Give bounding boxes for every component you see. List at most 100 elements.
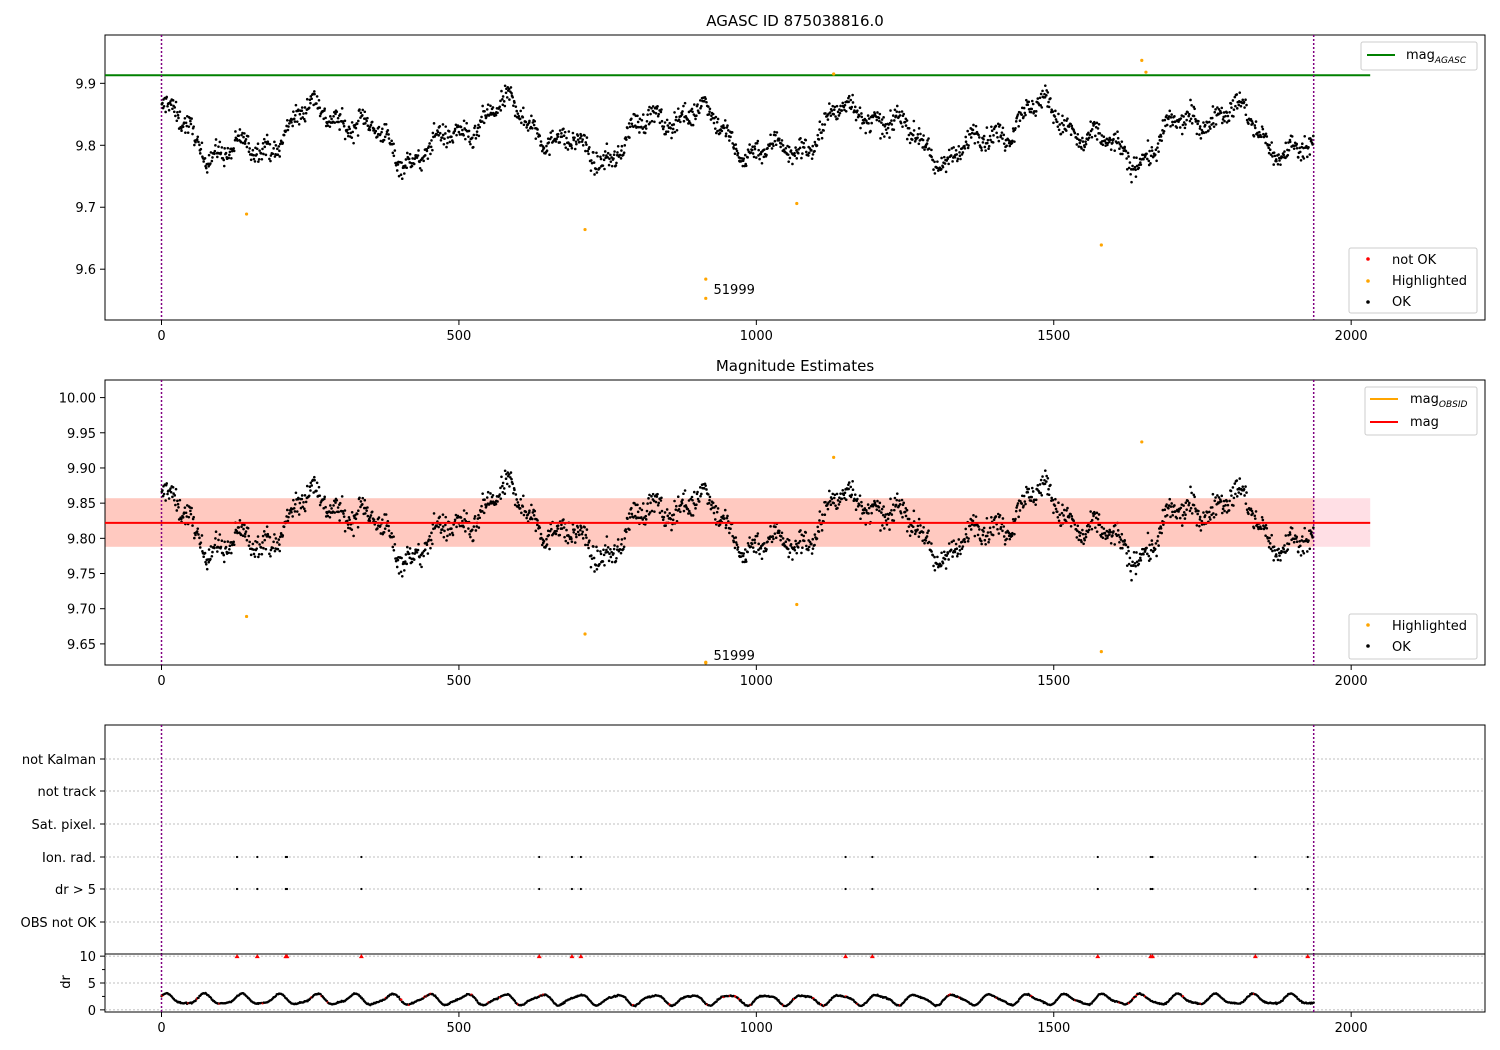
ok-point xyxy=(258,149,261,152)
ok-point xyxy=(400,177,404,180)
ok-point xyxy=(762,542,766,545)
ok-point xyxy=(392,535,395,538)
ok-point xyxy=(1093,122,1096,125)
ok-point xyxy=(390,531,393,535)
ok-point xyxy=(465,121,468,125)
ok-point xyxy=(970,131,974,135)
ok-point xyxy=(834,115,837,118)
ok-point xyxy=(377,125,381,129)
ok-point xyxy=(400,574,404,578)
ok-point xyxy=(1263,134,1267,138)
ok-point xyxy=(651,105,655,108)
ok-point xyxy=(276,541,279,544)
ok-point xyxy=(700,492,703,496)
ok-point xyxy=(649,112,652,116)
ok-point xyxy=(835,104,839,108)
ok-point xyxy=(1134,168,1137,172)
ok-point xyxy=(1224,503,1227,507)
ok-point xyxy=(768,537,771,541)
ok-point xyxy=(817,138,821,141)
ok-point xyxy=(616,545,619,548)
ok-point xyxy=(522,513,526,517)
ok-point xyxy=(656,492,659,496)
ok-point xyxy=(387,524,390,528)
ok-point xyxy=(550,135,553,139)
ok-point xyxy=(509,471,513,474)
ok-point xyxy=(1276,162,1280,166)
highlighted-point xyxy=(795,201,799,206)
ok-point xyxy=(534,137,538,140)
ok-point xyxy=(1025,98,1028,102)
ok-point xyxy=(838,496,841,500)
ok-point xyxy=(1169,116,1173,119)
ok-point xyxy=(558,129,562,132)
ok-point xyxy=(1020,113,1024,116)
ok-point xyxy=(196,527,200,530)
ok-point xyxy=(932,564,935,568)
ok-point xyxy=(1175,516,1179,520)
ok-point xyxy=(361,502,364,506)
ok-point xyxy=(660,108,663,111)
ok-point xyxy=(746,156,749,159)
ok-point xyxy=(596,549,599,553)
ok-point xyxy=(753,145,756,148)
ok-point xyxy=(658,511,662,515)
ok-point xyxy=(654,112,658,115)
dr-point-ok xyxy=(397,995,401,999)
ok-point xyxy=(903,120,907,124)
ok-point xyxy=(576,530,580,534)
ok-point xyxy=(1087,136,1091,140)
ok-point xyxy=(356,134,360,137)
ok-point xyxy=(677,507,681,511)
ok-point xyxy=(680,502,684,505)
ok-point xyxy=(313,478,316,482)
ok-point xyxy=(1043,469,1047,472)
ok-point xyxy=(1137,166,1141,170)
ok-point xyxy=(217,538,220,542)
ok-point xyxy=(1250,119,1254,123)
ok-point xyxy=(501,481,505,485)
ok-point xyxy=(285,508,289,512)
ok-point xyxy=(713,127,717,130)
ok-point xyxy=(671,131,674,134)
ok-point xyxy=(441,123,445,126)
ok-point xyxy=(376,527,379,530)
ok-point xyxy=(854,118,858,122)
ok-point xyxy=(292,110,295,113)
ok-point xyxy=(532,123,536,127)
ok-point xyxy=(441,528,444,531)
ok-point xyxy=(888,528,891,531)
ok-point xyxy=(599,552,603,556)
ok-point xyxy=(435,524,439,528)
ok-point xyxy=(607,163,611,167)
ok-point xyxy=(453,127,457,131)
ok-point xyxy=(662,125,666,128)
ok-point xyxy=(324,116,327,120)
ok-point xyxy=(939,167,943,171)
ok-point xyxy=(1076,137,1079,140)
ok-point xyxy=(818,120,822,123)
ok-point xyxy=(209,151,213,154)
ok-point xyxy=(739,555,743,558)
ok-point xyxy=(1001,137,1004,140)
ok-point xyxy=(1039,491,1042,495)
ok-point xyxy=(278,155,282,158)
ok-point xyxy=(338,113,342,116)
ok-point xyxy=(813,543,816,547)
ok-point xyxy=(980,542,983,546)
ok-point xyxy=(797,541,800,545)
ok-point xyxy=(269,548,273,552)
ok-point xyxy=(1092,514,1095,518)
ok-point xyxy=(988,134,992,138)
ok-point xyxy=(304,111,308,115)
ok-point xyxy=(672,123,676,126)
ok-point xyxy=(762,155,766,159)
ok-point xyxy=(240,525,243,529)
ok-point xyxy=(683,489,687,492)
ok-point xyxy=(1010,534,1014,538)
ok-point xyxy=(1264,132,1268,136)
ok-point xyxy=(1160,139,1164,142)
ok-point xyxy=(1132,564,1135,567)
